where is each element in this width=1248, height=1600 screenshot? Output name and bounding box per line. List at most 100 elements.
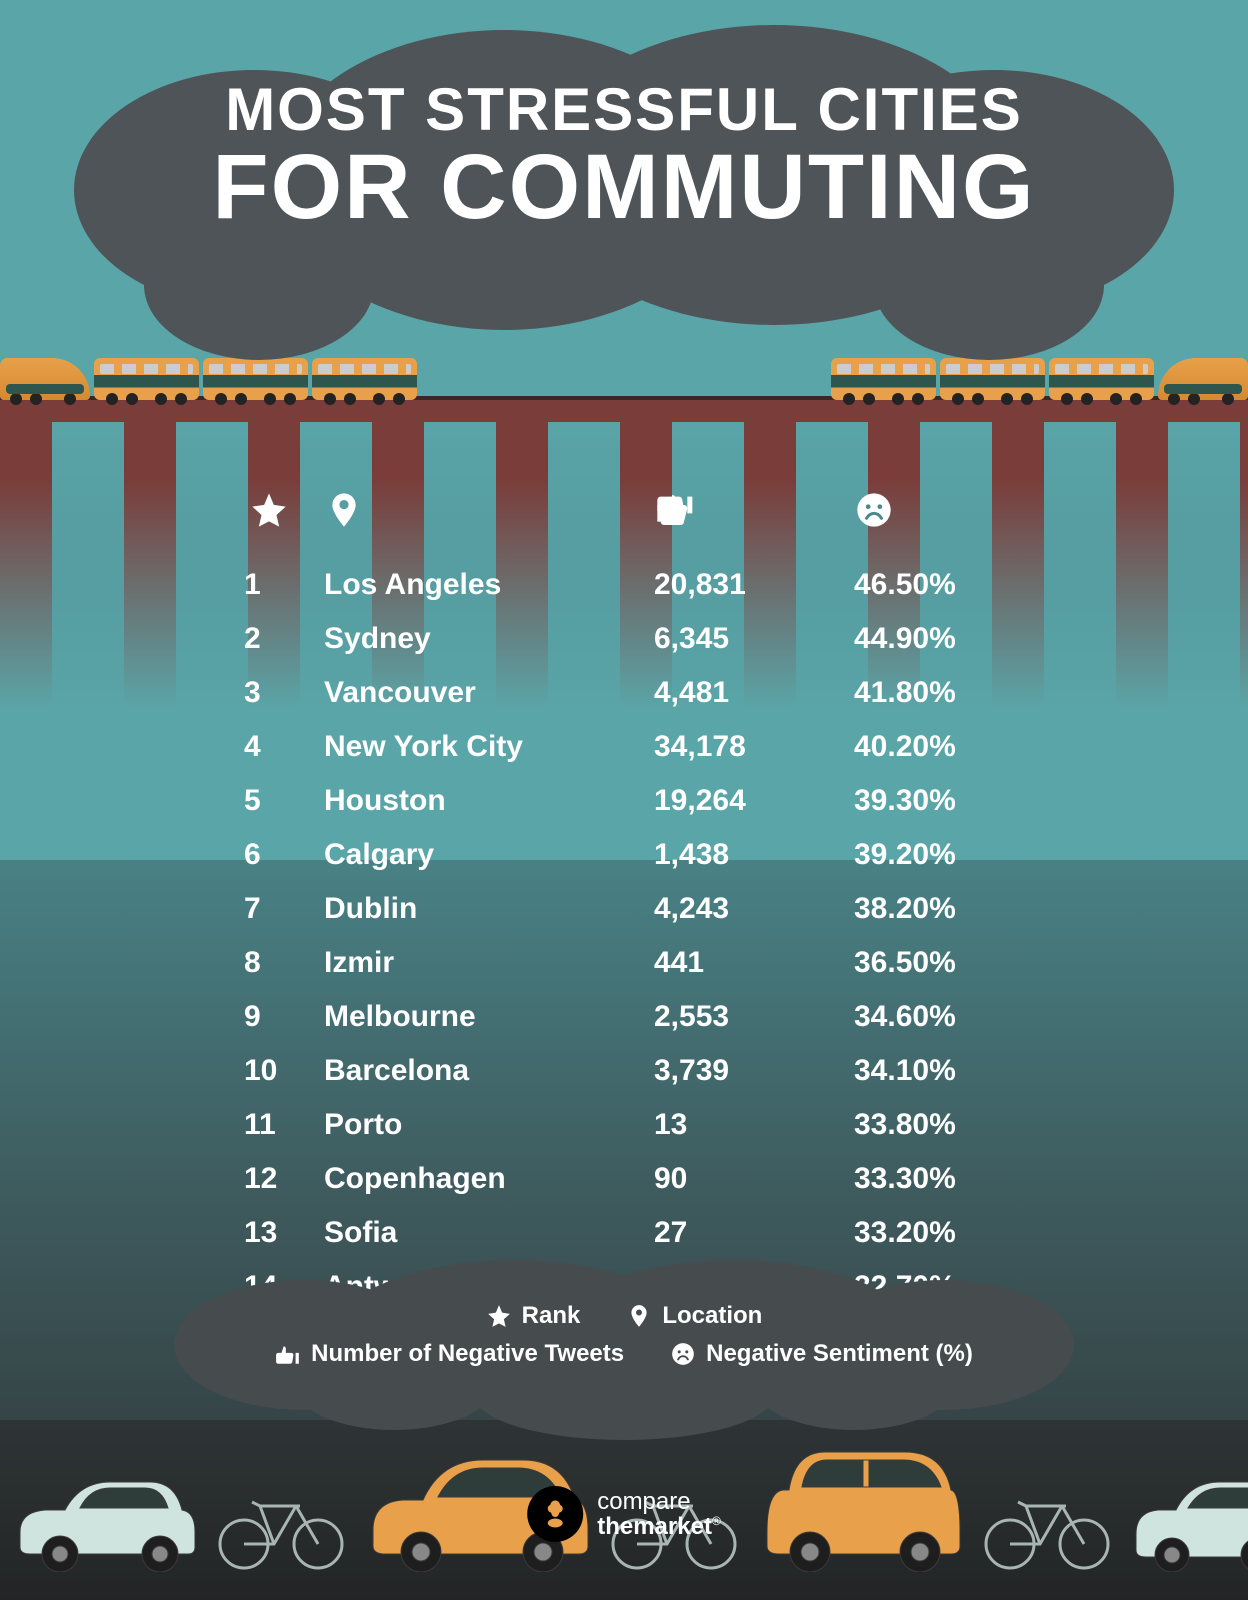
rank-cell: 13 xyxy=(214,1216,324,1250)
sentiment-cell: 39.20% xyxy=(854,838,1034,872)
brand-logo: compare themarket® xyxy=(527,1486,721,1542)
brand-text: compare themarket® xyxy=(597,1489,721,1539)
tweets-cell: 1,438 xyxy=(654,838,854,872)
tweets-cell: 441 xyxy=(654,946,854,980)
rank-cell: 9 xyxy=(214,1000,324,1034)
table-row: 2Sydney6,34544.90% xyxy=(214,612,1034,666)
rankings-table: 1Los Angeles20,83146.50%2Sydney6,34544.9… xyxy=(214,480,1034,1368)
city-cell: Izmir xyxy=(324,946,654,980)
train-left xyxy=(0,358,417,400)
train-car-icon xyxy=(831,358,936,400)
sentiment-cell: 33.20% xyxy=(854,1216,1034,1250)
sentiment-cell: 39.30% xyxy=(854,784,1034,818)
sentiment-header-icon xyxy=(854,490,1034,530)
sentiment-cell: 33.30% xyxy=(854,1162,1034,1196)
car-icon xyxy=(10,1462,200,1572)
tweets-cell: 19,264 xyxy=(654,784,854,818)
table-row: 1Los Angeles20,83146.50% xyxy=(214,558,1034,612)
tweets-header-icon xyxy=(654,490,854,530)
sentiment-cell: 33.80% xyxy=(854,1108,1034,1142)
city-cell: Calgary xyxy=(324,838,654,872)
legend-location: Location xyxy=(626,1302,762,1330)
thumbs-down-icon xyxy=(654,490,694,530)
tweets-cell: 90 xyxy=(654,1162,854,1196)
tweets-cell: 34,178 xyxy=(654,730,854,764)
sentiment-cell: 41.80% xyxy=(854,676,1034,710)
page-title: MOST STRESSFUL CITIES FOR COMMUTING xyxy=(0,80,1248,231)
table-row: 13Sofia2733.20% xyxy=(214,1206,1034,1260)
legend-tweets-label: Number of Negative Tweets xyxy=(311,1340,624,1368)
legend-location-label: Location xyxy=(662,1302,762,1330)
thumbs-down-icon xyxy=(275,1341,301,1367)
location-pin-icon xyxy=(324,490,364,530)
table-row: 3Vancouver4,48141.80% xyxy=(214,666,1034,720)
tweets-cell: 27 xyxy=(654,1216,854,1250)
table-row: 8Izmir44136.50% xyxy=(214,936,1034,990)
rank-cell: 3 xyxy=(214,676,324,710)
tweets-cell: 3,739 xyxy=(654,1054,854,1088)
sad-face-icon xyxy=(854,490,894,530)
table-row: 5Houston19,26439.30% xyxy=(214,774,1034,828)
legend-sentiment: Negative Sentiment (%) xyxy=(670,1340,973,1368)
brand-registered: ® xyxy=(712,1514,721,1528)
star-icon xyxy=(486,1303,512,1329)
city-cell: Los Angeles xyxy=(324,568,654,602)
table-row: 9Melbourne2,55334.60% xyxy=(214,990,1034,1044)
sentiment-cell: 34.60% xyxy=(854,1000,1034,1034)
train-car-icon xyxy=(940,358,1045,400)
city-cell: Sydney xyxy=(324,622,654,656)
meerkat-icon xyxy=(527,1486,583,1542)
train-right xyxy=(831,358,1248,400)
table-row: 11Porto1333.80% xyxy=(214,1098,1034,1152)
rank-cell: 4 xyxy=(214,730,324,764)
table-header xyxy=(214,480,1034,540)
table-row: 7Dublin4,24338.20% xyxy=(214,882,1034,936)
locomotive-icon xyxy=(0,358,90,400)
rank-cell: 7 xyxy=(214,892,324,926)
car-icon xyxy=(1128,1462,1248,1572)
table-row: 12Copenhagen9033.30% xyxy=(214,1152,1034,1206)
train-car-icon xyxy=(94,358,199,400)
table-row: 6Calgary1,43839.20% xyxy=(214,828,1034,882)
car-icon xyxy=(755,1432,965,1572)
title-line-1: MOST STRESSFUL CITIES xyxy=(0,80,1248,140)
title-line-2: FOR COMMUTING xyxy=(0,144,1248,231)
sentiment-cell: 44.90% xyxy=(854,622,1034,656)
legend: Rank Location Number of Negative Tweets … xyxy=(174,1270,1074,1400)
train-car-icon xyxy=(203,358,308,400)
tweets-cell: 4,481 xyxy=(654,676,854,710)
city-cell: Copenhagen xyxy=(324,1162,654,1196)
infographic-root: MOST STRESSFUL CITIES FOR COMMUTING xyxy=(0,0,1248,1600)
sentiment-cell: 36.50% xyxy=(854,946,1034,980)
rank-cell: 10 xyxy=(214,1054,324,1088)
star-icon xyxy=(249,490,289,530)
rank-header-icon xyxy=(214,490,324,530)
rank-cell: 5 xyxy=(214,784,324,818)
sentiment-cell: 38.20% xyxy=(854,892,1034,926)
tweets-cell: 6,345 xyxy=(654,622,854,656)
tweets-cell: 4,243 xyxy=(654,892,854,926)
city-cell: Barcelona xyxy=(324,1054,654,1088)
rank-cell: 8 xyxy=(214,946,324,980)
locomotive-icon xyxy=(1158,358,1248,400)
tweets-cell: 20,831 xyxy=(654,568,854,602)
tweets-cell: 13 xyxy=(654,1108,854,1142)
legend-rank: Rank xyxy=(486,1302,581,1330)
bicycle-icon xyxy=(216,1482,346,1572)
sentiment-cell: 34.10% xyxy=(854,1054,1034,1088)
rank-cell: 12 xyxy=(214,1162,324,1196)
rank-cell: 1 xyxy=(214,568,324,602)
table-row: 4New York City34,17840.20% xyxy=(214,720,1034,774)
rank-cell: 11 xyxy=(214,1108,324,1142)
location-header-icon xyxy=(324,490,654,530)
city-cell: Sofia xyxy=(324,1216,654,1250)
bicycle-icon xyxy=(982,1482,1112,1572)
train-car-icon xyxy=(1049,358,1154,400)
location-pin-icon xyxy=(626,1303,652,1329)
brand-line-1: compare xyxy=(597,1488,690,1515)
city-cell: Vancouver xyxy=(324,676,654,710)
legend-rank-label: Rank xyxy=(522,1302,581,1330)
legend-tweets: Number of Negative Tweets xyxy=(275,1340,624,1368)
city-cell: Houston xyxy=(324,784,654,818)
legend-sentiment-label: Negative Sentiment (%) xyxy=(706,1340,973,1368)
